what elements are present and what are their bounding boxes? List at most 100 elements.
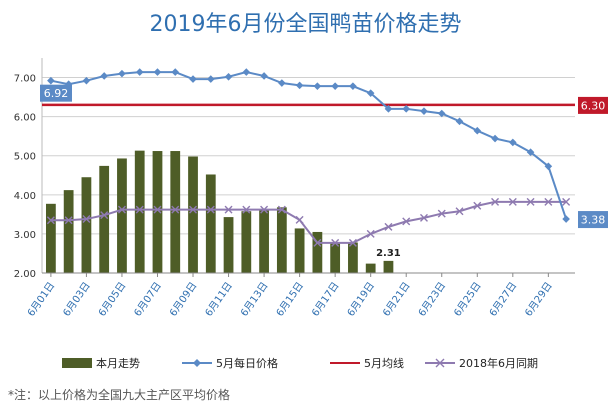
legend-label: 2018年6月同期 (459, 356, 538, 370)
point-last-year (171, 205, 180, 214)
bar (152, 151, 163, 273)
point-may-daily (118, 69, 126, 78)
legend-item: 5月均线 (330, 356, 404, 370)
point-last-year (100, 211, 109, 220)
x-tick-label: 6月13日 (238, 280, 270, 319)
bar (188, 156, 198, 273)
bar (294, 228, 305, 273)
point-may-daily (47, 76, 55, 85)
point-may-daily (153, 68, 162, 76)
label-average-box (578, 96, 608, 114)
y-tick-label: 6.00 (14, 113, 36, 124)
point-last-year (491, 197, 500, 206)
line-series (42, 68, 575, 247)
point-last-year (135, 205, 144, 214)
point-may-daily (402, 105, 411, 113)
x-tick-label: 6月17日 (309, 280, 341, 319)
point-last-year (64, 216, 73, 225)
legend-label: 5月均线 (364, 356, 404, 370)
bar (276, 207, 287, 273)
point-may-daily (224, 72, 233, 81)
point-last-year (189, 205, 198, 214)
point-last-year (242, 205, 251, 214)
point-may-daily (135, 68, 144, 76)
point-last-year (224, 205, 233, 214)
label-daily-last-box (578, 211, 608, 229)
x-tick-label: 6月21日 (380, 280, 412, 319)
point-last-year (366, 229, 375, 238)
bar (134, 150, 145, 273)
legend-item: 本月走势 (62, 356, 140, 370)
label-daily-last: 3.38 (581, 214, 606, 227)
point-may-daily (437, 109, 446, 118)
x-tick-label: 6月09日 (167, 280, 199, 319)
bar-series (45, 150, 394, 273)
point-may-daily (242, 68, 251, 76)
label-bar-last: 2.31 (376, 248, 401, 259)
point-may-daily (509, 138, 517, 147)
legend-marker (435, 358, 445, 368)
point-last-year (295, 215, 304, 224)
point-last-year (206, 205, 215, 214)
point-may-daily (473, 126, 482, 135)
point-may-daily (544, 162, 553, 171)
series-line-last-year (50, 200, 567, 244)
point-last-year (473, 201, 482, 210)
label-daily-first: 6.92 (44, 87, 69, 100)
legend-label: 本月走势 (96, 356, 140, 370)
point-last-year (117, 205, 126, 214)
bar (312, 231, 323, 273)
x-tick-label: 6月15日 (274, 280, 306, 319)
point-last-year (544, 197, 553, 206)
point-may-daily (313, 82, 322, 90)
point-may-daily (100, 72, 108, 80)
point-may-daily (562, 215, 570, 223)
legend-item: 2018年6月同期 (425, 356, 538, 370)
point-may-daily (384, 105, 393, 113)
x-tick-label: 6月11日 (203, 280, 235, 319)
chart-title: 2019年6月份全国鸭苗价格走势 (149, 12, 462, 37)
label-daily-first-box (40, 84, 72, 102)
point-may-daily (455, 117, 464, 126)
point-may-daily (82, 76, 91, 85)
bar (383, 260, 394, 273)
label-average: 6.30 (581, 99, 606, 112)
point-last-year (313, 238, 322, 247)
point-last-year (526, 197, 535, 206)
bar (117, 158, 127, 273)
point-last-year (419, 213, 428, 222)
legend: 本月走势 5月每日价格 5月均线 2018年6月同期 (62, 356, 538, 370)
bar (170, 151, 181, 273)
y-tick-label: 7.00 (14, 74, 36, 85)
point-may-daily (420, 107, 428, 115)
bar (63, 190, 74, 273)
y-tick-label: 3.00 (14, 230, 36, 241)
legend-item: 5月每日价格 (182, 356, 278, 370)
x-tick-label: 6月27日 (487, 280, 519, 319)
bar (330, 242, 341, 273)
point-last-year (384, 222, 393, 231)
x-axis: 6月01日 6月03日 6月05日 6月07日 6月09日 6月11日 6月13日 6月15日… (25, 272, 575, 319)
point-may-daily (278, 79, 286, 87)
point-last-year (508, 197, 517, 206)
point-last-year (348, 238, 357, 247)
bar (45, 203, 56, 273)
point-may-daily (349, 82, 357, 90)
point-may-daily (206, 75, 215, 83)
x-tick-label: 6月05日 (96, 280, 128, 319)
x-tick-label: 6月19日 (345, 280, 377, 319)
x-tick-label: 6月03日 (61, 280, 93, 319)
point-may-daily (526, 148, 535, 157)
data-labels: 6.92 6.30 3.38 2.31 (40, 84, 608, 259)
bar (99, 165, 110, 273)
point-last-year (82, 215, 91, 224)
y-tick-label: 5.00 (14, 152, 36, 163)
x-tick-label: 6月01日 (25, 280, 57, 319)
point-may-daily (366, 89, 375, 97)
point-may-daily (331, 82, 339, 90)
legend-marker (193, 359, 201, 367)
point-last-year (331, 238, 340, 247)
bar (241, 211, 252, 273)
y-axis: 2.00 3.00 4.00 5.00 6.00 7.00 (14, 58, 43, 280)
